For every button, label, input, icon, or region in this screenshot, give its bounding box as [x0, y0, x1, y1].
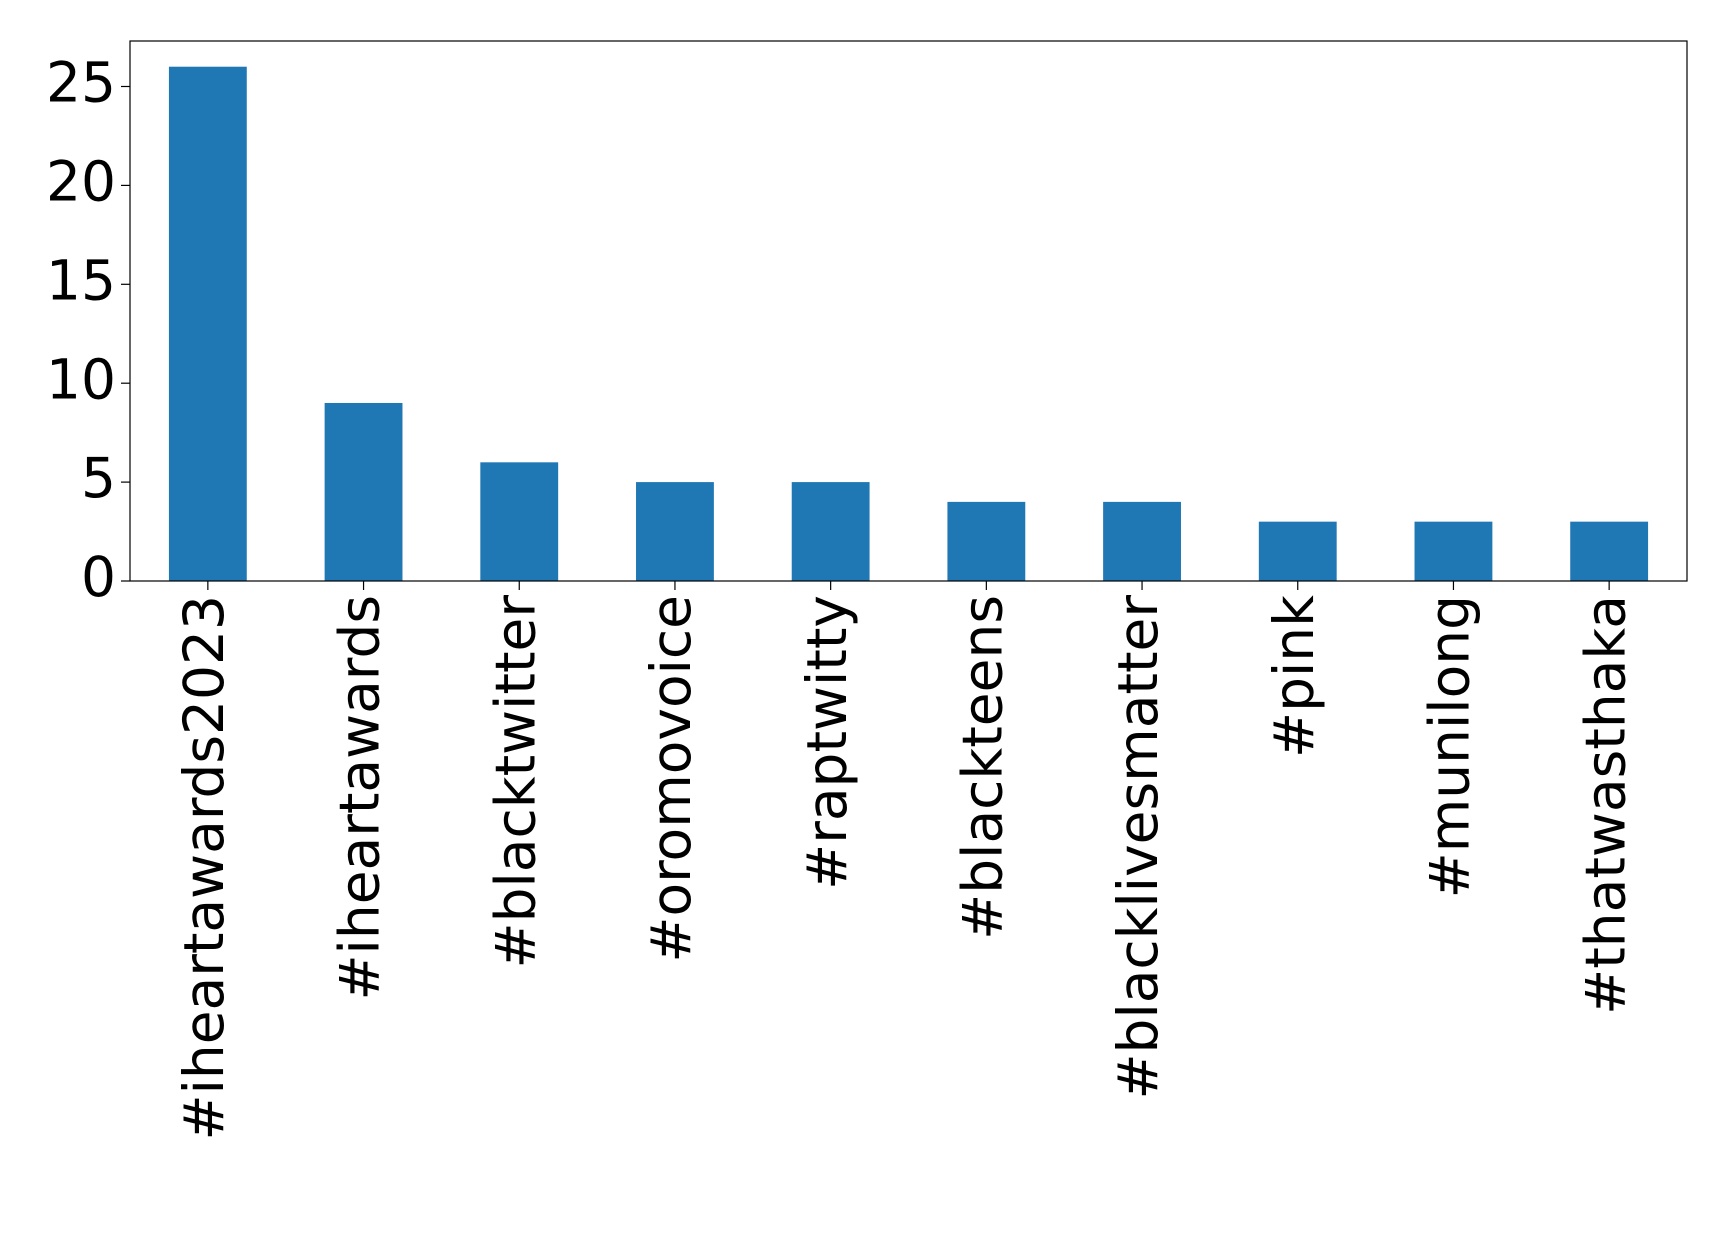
x-tick-label: #iheartawards: [328, 595, 392, 1001]
y-tick-label: 20: [46, 150, 116, 214]
x-tick-label: #raptwitty: [795, 595, 859, 890]
bar: [636, 482, 714, 581]
x-tick-label: #blacklivesmatter: [1106, 595, 1170, 1100]
plot-frame: [129, 40, 1688, 582]
bar: [791, 482, 870, 581]
bar: [168, 66, 247, 581]
x-tick-label: #blackteens: [950, 595, 1014, 940]
x-tick-label: #munilong: [1418, 595, 1482, 898]
x-tick-label: #iheartawards2023: [172, 595, 236, 1141]
x-tick-label: #thatwasthaka: [1573, 595, 1637, 1015]
y-tick-label: 0: [81, 545, 116, 609]
bar: [1258, 521, 1337, 581]
bar: [480, 462, 559, 581]
y-tick-label: 25: [46, 51, 116, 115]
bar: [1414, 521, 1493, 581]
x-tick-label: #blacktwitter: [483, 595, 547, 969]
x-tick-label: #pink: [1262, 595, 1326, 758]
bar: [1103, 501, 1181, 581]
x-tick-label: #oromovoice: [639, 595, 703, 963]
y-tick-label: 10: [46, 347, 116, 411]
y-tick-label: 15: [46, 248, 116, 312]
y-tick-label: 5: [81, 446, 116, 510]
bar: [324, 402, 403, 581]
bar: [947, 501, 1026, 581]
bar: [1570, 521, 1649, 581]
